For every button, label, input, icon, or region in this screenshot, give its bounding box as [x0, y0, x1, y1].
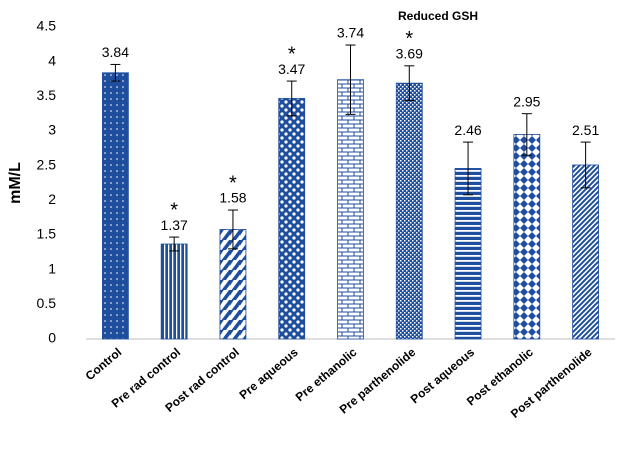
bar	[101, 72, 129, 340]
significance-marker: *	[405, 28, 413, 50]
significance-marker: *	[170, 199, 178, 221]
bar	[160, 243, 188, 340]
value-label: 3.84	[102, 44, 129, 60]
bar	[572, 164, 600, 340]
y-tick-label: 0.5	[37, 295, 57, 311]
y-tick-label: 1.5	[37, 226, 57, 242]
chart-title: Reduced GSH	[398, 9, 478, 23]
y-tick-label: 4.5	[37, 18, 57, 34]
value-label: 2.46	[454, 122, 481, 138]
value-label: 2.95	[513, 93, 540, 109]
y-tick-label: 3	[48, 122, 56, 138]
bar	[454, 168, 482, 340]
y-tick-label: 4	[48, 52, 56, 68]
value-label: 1.58	[219, 190, 246, 206]
y-tick-label: 0	[48, 330, 56, 346]
value-label: 3.47	[278, 61, 305, 77]
value-label: 3.69	[396, 46, 423, 62]
y-tick-label: 1	[48, 260, 56, 276]
y-tick-label: 2.5	[37, 156, 57, 172]
y-tick-label: 3.5	[37, 87, 57, 103]
x-tick-label: Pre aqueous	[237, 345, 301, 402]
bar	[278, 98, 306, 340]
bar	[395, 82, 423, 340]
value-label: 2.51	[572, 122, 599, 138]
value-label: 1.37	[161, 217, 188, 233]
significance-marker: *	[229, 172, 237, 194]
bar	[513, 134, 541, 340]
y-tick-label: 2	[48, 191, 56, 207]
x-tick-label: Control	[83, 345, 125, 383]
y-axis-label: mM/L	[7, 162, 24, 204]
significance-marker: *	[288, 43, 296, 65]
value-label: 3.74	[337, 25, 364, 41]
bar	[337, 79, 364, 340]
